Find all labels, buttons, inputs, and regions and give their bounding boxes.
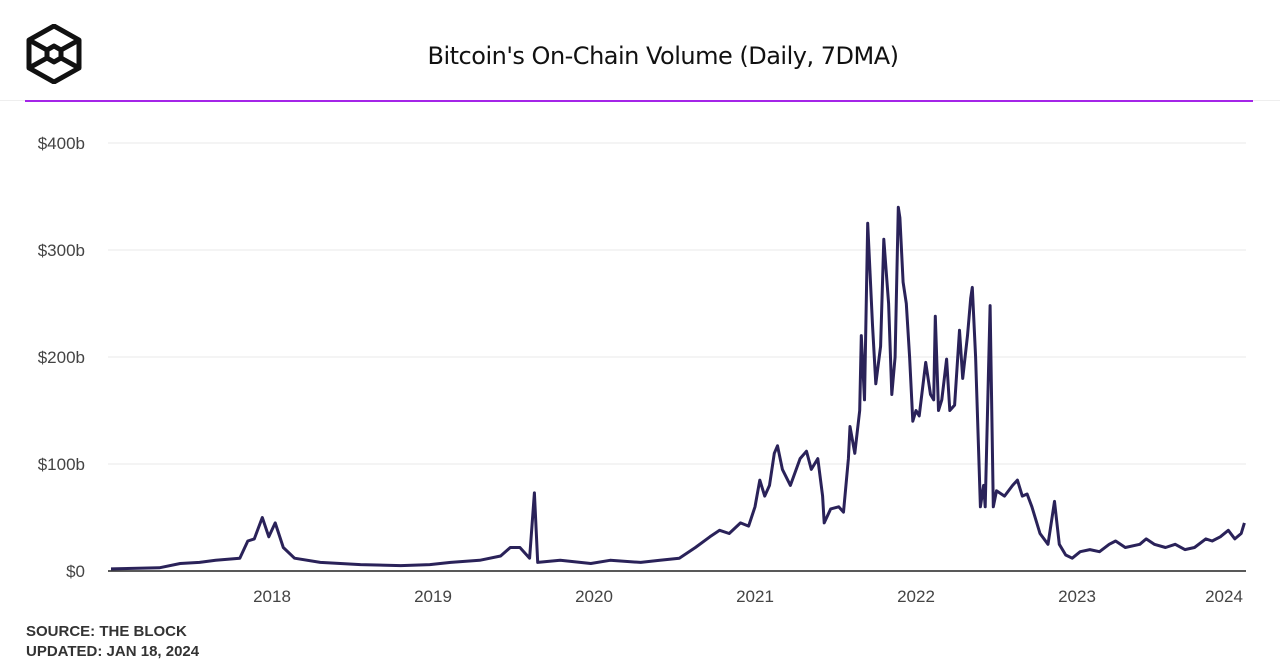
y-tick-label: $300b bbox=[38, 241, 85, 260]
x-tick-label: 2020 bbox=[575, 587, 613, 606]
x-tick-label: 2018 bbox=[253, 587, 291, 606]
chart-title: Bitcoin's On-Chain Volume (Daily, 7DMA) bbox=[427, 42, 899, 70]
y-tick-label: $100b bbox=[38, 455, 85, 474]
y-tick-label: $200b bbox=[38, 348, 85, 367]
x-tick-label: 2021 bbox=[736, 587, 774, 606]
the-block-logo-icon bbox=[26, 24, 82, 84]
updated-label: UPDATED: JAN 18, 2024 bbox=[26, 643, 200, 660]
y-tick-label: $0 bbox=[66, 562, 85, 581]
x-tick-label: 2022 bbox=[897, 587, 935, 606]
accent-divider bbox=[25, 100, 1253, 102]
x-tick-label: 2019 bbox=[414, 587, 452, 606]
x-tick-label: 2024 bbox=[1205, 587, 1243, 606]
source-label: SOURCE: THE BLOCK bbox=[26, 623, 187, 640]
x-tick-label: 2023 bbox=[1058, 587, 1096, 606]
y-tick-label: $400b bbox=[38, 134, 85, 153]
volume-line bbox=[110, 205, 1246, 571]
